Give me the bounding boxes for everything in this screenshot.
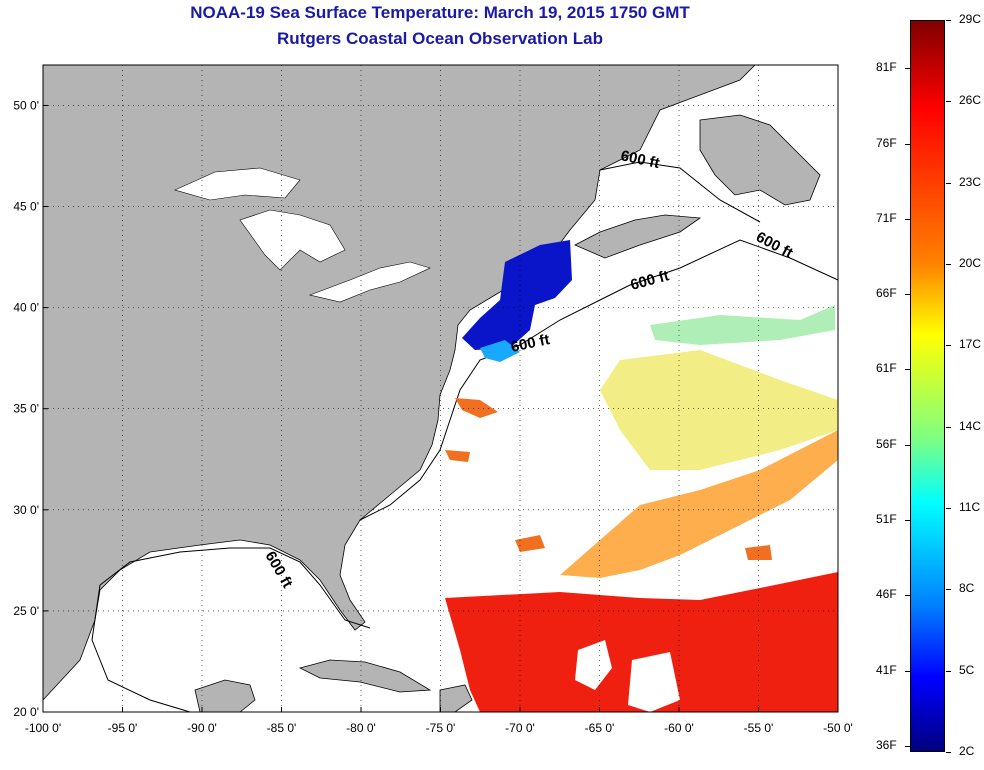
colorbar-celsius-label: 17C [959, 337, 982, 352]
north-america-land [42, 64, 756, 702]
latitude-axis: 20 0' 25 0' 30 0' 35 0' 40 0' 45 0' 50 0' [13, 98, 48, 719]
sst-warm-band [445, 572, 838, 712]
sst-orange-patch-3 [515, 535, 545, 552]
colorbar-tick [946, 426, 951, 428]
colorbar-tick [905, 294, 910, 296]
sst-yellow-band [600, 350, 838, 470]
lake-superior [174, 167, 301, 201]
colorbar-tick [946, 752, 951, 753]
colorbar-celsius-label: 20C [959, 256, 982, 270]
colorbar-tick [905, 520, 910, 522]
contour-label: 600 ft [619, 147, 661, 172]
longitude-axis: -100 0' -95 0' -90 0' -85 0' -80 0' -75 0' -70… [25, 707, 853, 735]
land-layer [42, 64, 821, 713]
colorbar-celsius-label: 11C [959, 500, 981, 514]
lat-tick-label: 25 0' [13, 604, 39, 618]
sst-orange-patch-4 [745, 545, 772, 560]
depth-contours [91, 161, 839, 713]
sst-cold-shelf-edge [480, 340, 520, 362]
lake-erie-ontario [308, 261, 431, 303]
sst-orange-patch-1 [455, 398, 498, 418]
colorbar-fahrenheit-label: 51F [876, 512, 897, 527]
colorbar-fahrenheit-label: 56F [876, 436, 897, 451]
sst-orange-patch-2 [445, 450, 470, 462]
colorbar-fahrenheit-label: 81F [876, 60, 897, 75]
lat-tick-label: 50 0' [13, 98, 39, 112]
lon-tick-label: -70 0' [505, 721, 535, 735]
contour-label: 600 ft [629, 267, 671, 294]
sst-cold-shelf [462, 240, 572, 350]
colorbar-tick [905, 143, 910, 145]
lon-tick-label: -85 0' [267, 721, 297, 735]
sst-data-layer [445, 240, 838, 712]
lon-tick-label: -60 0' [664, 721, 694, 735]
colorbar-tick [905, 595, 910, 597]
sst-green-band [650, 305, 835, 345]
colorbar-fahrenheit-label: 76F [876, 135, 897, 150]
colorbar-fahrenheit-label: 66F [876, 286, 897, 301]
colorbar-tick [905, 369, 910, 371]
lon-tick-label: -100 0' [25, 721, 61, 735]
colorbar-tick [946, 20, 951, 21]
sst-warm-gap [575, 640, 612, 690]
map-subtitle: Rutgers Coastal Ocean Observation Lab [277, 29, 603, 48]
sst-mid-band [560, 430, 838, 578]
colorbar-tick [946, 345, 951, 347]
lake-michigan-huron [239, 209, 346, 271]
lon-tick-label: -80 0' [346, 721, 376, 735]
colorbar-tick [905, 670, 910, 672]
colorbar-fahrenheit-label: 71F [876, 210, 897, 225]
map-title: NOAA-19 Sea Surface Temperature: March 1… [190, 3, 690, 22]
lat-tick-label: 30 0' [13, 503, 39, 517]
lat-tick-label: 35 0' [13, 402, 39, 416]
lon-tick-label: -90 0' [187, 721, 217, 735]
colorbar-celsius-label: 26C [959, 93, 982, 108]
lat-tick-label: 45 0' [13, 200, 39, 214]
lon-tick-label: -65 0' [585, 721, 615, 735]
lon-tick-label: -75 0' [426, 721, 456, 735]
colorbar-celsius-label: 29C [959, 12, 982, 26]
colorbar-celsius-label: 23C [959, 174, 982, 189]
colorbar-tick [946, 264, 951, 265]
contour-line-gulf [91, 584, 191, 713]
colorbar-tick [946, 508, 951, 509]
yucatan-land [194, 679, 256, 713]
contour-line-north [599, 161, 761, 223]
lon-tick-label: -95 0' [108, 721, 138, 735]
colorbar-tick [905, 68, 910, 70]
colorbar-tick [905, 218, 910, 220]
lon-tick-label: -55 0' [744, 721, 774, 735]
colorbar-tick [946, 182, 951, 184]
colorbar-celsius-label: 2C [959, 744, 975, 758]
lon-tick-label: -50 0' [823, 721, 853, 735]
colorbar-tick [946, 101, 951, 103]
colorbar-tick [905, 745, 910, 747]
temperature-colorbar [910, 20, 945, 752]
colorbar-tick [946, 670, 951, 672]
lat-tick-label: 20 0' [13, 705, 39, 719]
newfoundland-land [699, 114, 821, 206]
colorbar-celsius-label: 5C [959, 662, 975, 677]
colorbar-celsius-label: 8C [959, 581, 975, 596]
colorbar-fahrenheit-label: 36F [876, 737, 897, 752]
colorbar-tick [946, 589, 951, 591]
cuba-land [298, 659, 432, 693]
hispaniola-land [439, 684, 473, 713]
colorbar-fahrenheit-label: 46F [876, 587, 897, 602]
colorbar-celsius-label: 14C [959, 418, 982, 433]
sst-warm-gap-2 [628, 652, 680, 712]
lat-tick-label: 40 0' [13, 301, 39, 315]
nova-scotia-land [574, 214, 702, 259]
colorbar-tick [905, 444, 910, 446]
contour-label: 600 ft [753, 229, 796, 262]
colorbar-fahrenheit-label: 41F [876, 662, 897, 677]
colorbar-fahrenheit-label: 61F [876, 361, 897, 376]
